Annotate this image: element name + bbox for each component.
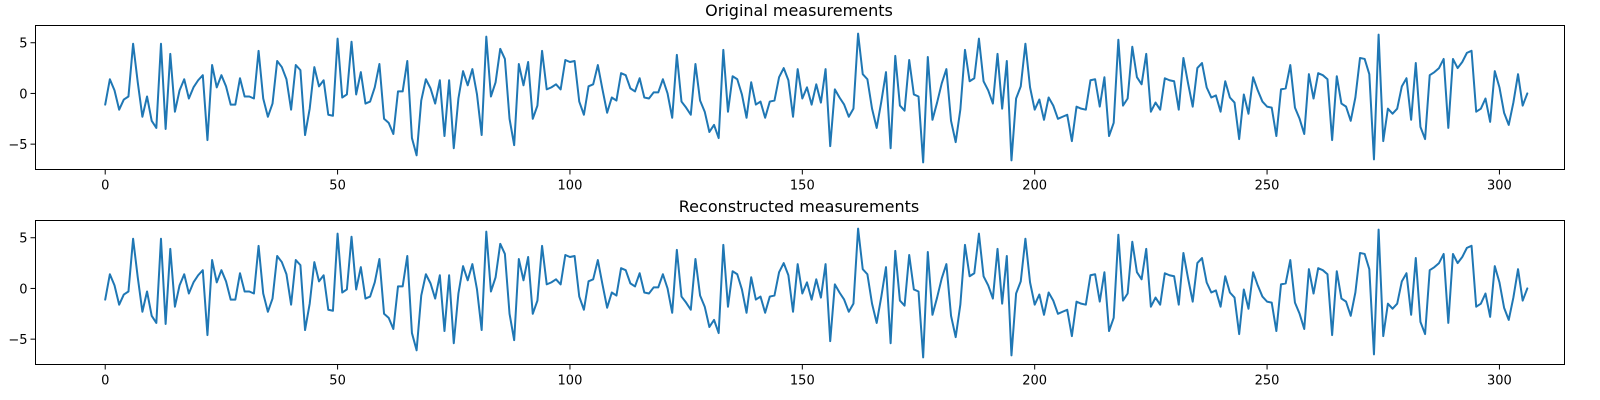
y-tick-label: 0 — [19, 282, 27, 297]
x-tick-label: 300 — [1487, 374, 1512, 389]
x-tick-label: 100 — [558, 179, 583, 194]
x-tick-label: 0 — [101, 179, 109, 194]
axes-frame — [35, 220, 1565, 365]
y-tick-label: −5 — [8, 138, 27, 153]
x-tick-label: 250 — [1255, 179, 1280, 194]
plot-area — [104, 32, 1529, 164]
series-line — [104, 227, 1529, 359]
y-tick-label: −5 — [8, 333, 27, 348]
x-tick-label: 150 — [790, 374, 815, 389]
subplot-reconstructed: Reconstructed measurements 0 50 100 150 200 2… — [8, 197, 1565, 389]
x-tick-label: 100 — [558, 374, 583, 389]
series-line — [104, 32, 1529, 164]
y-tick-label: 5 — [19, 232, 27, 247]
x-tick-label: 50 — [329, 179, 346, 194]
y-axis: −5 0 5 — [8, 232, 36, 348]
x-tick-label: 200 — [1022, 374, 1047, 389]
y-tick-label: 5 — [19, 37, 27, 52]
x-tick-label: 50 — [329, 374, 346, 389]
x-tick-label: 150 — [790, 179, 815, 194]
x-tick-label: 200 — [1022, 179, 1047, 194]
x-tick-label: 0 — [101, 374, 109, 389]
x-axis: 0 50 100 150 200 250 300 — [101, 169, 1512, 194]
y-axis: −5 0 5 — [8, 37, 36, 153]
plot-area — [104, 227, 1529, 359]
subplot-original: Original measurements 0 50 100 150 200 250 300… — [8, 1, 1565, 194]
x-tick-label: 300 — [1487, 179, 1512, 194]
y-tick-label: 0 — [19, 87, 27, 102]
axes-frame — [35, 25, 1565, 170]
chart-title: Reconstructed measurements — [679, 197, 919, 216]
x-axis: 0 50 100 150 200 250 300 — [101, 364, 1512, 389]
x-tick-label: 250 — [1255, 374, 1280, 389]
chart-title: Original measurements — [705, 1, 893, 20]
